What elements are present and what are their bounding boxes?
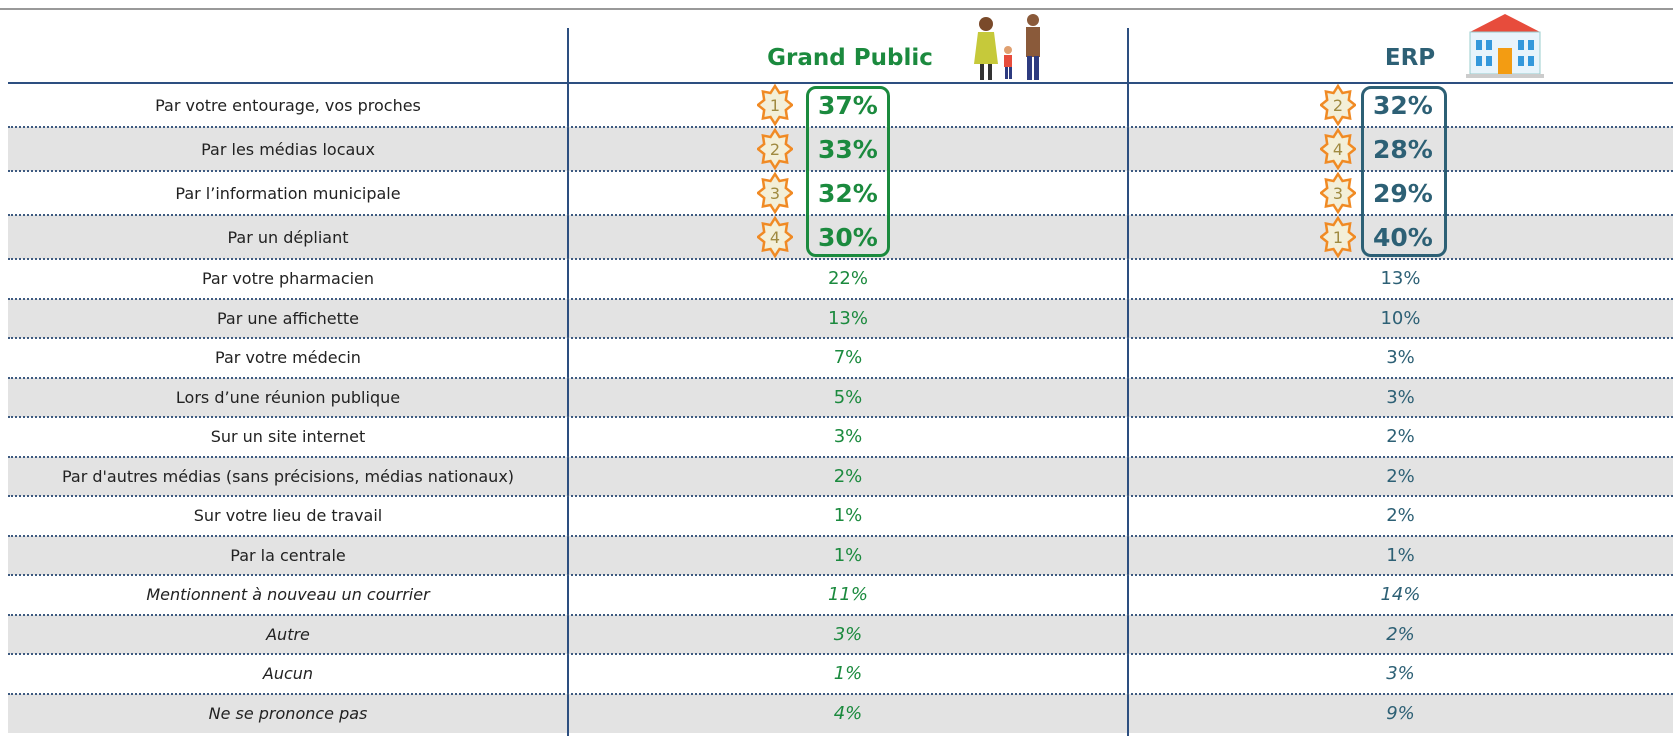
rank-badge: 2 — [757, 127, 793, 171]
row-label: Par l’information municipale — [8, 171, 568, 215]
row-label: Par votre entourage, vos proches — [8, 83, 568, 127]
value: 1% — [568, 536, 1128, 576]
rank-badge: 2 — [1320, 83, 1356, 127]
value: 3% — [1128, 654, 1673, 694]
value: 13% — [568, 299, 1128, 339]
value: 1% — [1128, 536, 1673, 576]
rank-label: 4 — [770, 228, 780, 247]
row-label: Aucun — [8, 654, 568, 694]
rank-badge: 4 — [757, 215, 793, 259]
rank-label: 2 — [1333, 96, 1343, 115]
value: 1% — [568, 654, 1128, 694]
value: 14% — [1128, 575, 1673, 615]
row-label: Par d'autres médias (sans précisions, mé… — [8, 457, 568, 497]
value: 2% — [1128, 417, 1673, 457]
row-label: Par un dépliant — [8, 215, 568, 259]
value: 3% — [568, 417, 1128, 457]
value: 13% — [1128, 259, 1673, 299]
family-icon — [968, 10, 1048, 84]
rank-badge: 4 — [1320, 127, 1356, 171]
row-label: Lors d’une réunion publique — [8, 378, 568, 418]
rank-label: 4 — [1333, 140, 1343, 159]
rank-label: 2 — [770, 140, 780, 159]
value: 2% — [1128, 615, 1673, 655]
rank-label: 3 — [770, 184, 780, 203]
row-label: Ne se prononce pas — [8, 694, 568, 734]
column-header: Grand Public — [700, 38, 1000, 78]
value: 2% — [568, 457, 1128, 497]
highlight-box — [806, 86, 890, 257]
row-label: Par une affichette — [8, 299, 568, 339]
value: 10% — [1128, 299, 1673, 339]
row-label: Par la centrale — [8, 536, 568, 576]
row-label: Par votre pharmacien — [8, 259, 568, 299]
value: 3% — [1128, 378, 1673, 418]
value: 3% — [568, 615, 1128, 655]
value: 3% — [1128, 338, 1673, 378]
value: 1% — [568, 496, 1128, 536]
row-label: Autre — [8, 615, 568, 655]
value: 5% — [568, 378, 1128, 418]
value: 7% — [568, 338, 1128, 378]
row-label: Sur un site internet — [8, 417, 568, 457]
value: 9% — [1128, 694, 1673, 734]
rank-badge: 1 — [757, 83, 793, 127]
top-rule — [0, 8, 1673, 10]
value: 22% — [568, 259, 1128, 299]
highlight-box — [1361, 86, 1447, 257]
rank-label: 1 — [770, 96, 780, 115]
building-icon — [1460, 12, 1550, 78]
value: 2% — [1128, 496, 1673, 536]
row-label: Sur votre lieu de travail — [8, 496, 568, 536]
page: Grand Public ERP Par votre entourage, vo… — [0, 0, 1673, 736]
rank-label: 1 — [1333, 228, 1343, 247]
row-label: Par les médias locaux — [8, 127, 568, 171]
row-label: Par votre médecin — [8, 338, 568, 378]
rank-badge: 3 — [1320, 171, 1356, 215]
value: 4% — [568, 694, 1128, 734]
value: 11% — [568, 575, 1128, 615]
rank-label: 3 — [1333, 184, 1343, 203]
value: 2% — [1128, 457, 1673, 497]
rank-badge: 3 — [757, 171, 793, 215]
rank-badge: 1 — [1320, 215, 1356, 259]
row-label: Mentionnent à nouveau un courrier — [8, 575, 568, 615]
